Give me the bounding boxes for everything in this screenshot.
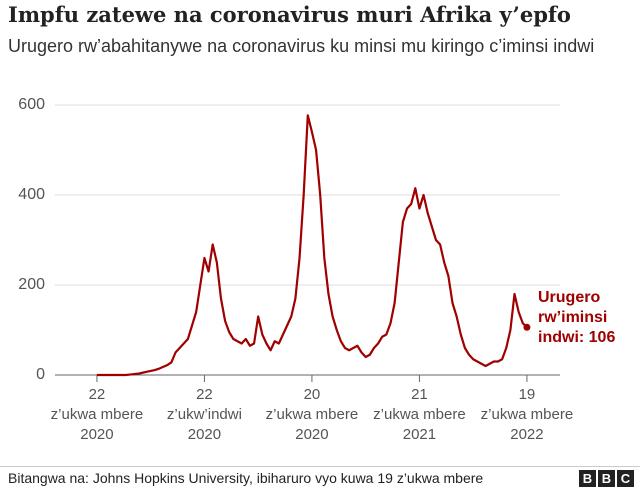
logo-letter: B [579, 470, 596, 487]
chart: 0 200 400 600 [18, 96, 560, 383]
logo: B B C [579, 470, 634, 487]
y-tick-label: 600 [18, 96, 45, 113]
line [96, 114, 528, 377]
x-tick-label: 22 z’ukwa mbere 2020 [50, 386, 144, 443]
y-tick-label: 0 [36, 366, 45, 383]
end-dot [523, 323, 531, 331]
footer: Bitangwa na: Johns Hopkins University, i… [0, 466, 640, 491]
x-tick-label: 22 z’ukw’indwi 2020 [166, 386, 242, 443]
source: Bitangwa na: Johns Hopkins University, i… [8, 470, 484, 486]
chart-subtitle: Urugero rw’abahitanywe na coronavirus ku… [8, 36, 595, 56]
x-tick-label: 19 z’ukwa mbere 2022 [480, 386, 574, 443]
annotation: Urugero rw’iminsi indwi: 106 [538, 289, 616, 346]
logo-letter: B [598, 470, 615, 487]
chart-title: Impfu zatewe na coronavirus muri Afrika … [8, 2, 571, 27]
y-tick-label: 200 [18, 276, 45, 293]
x-tick-label: 20 z’ukwa mbere 2020 [265, 386, 359, 443]
y-tick-label: 400 [18, 186, 45, 203]
logo-letter: C [617, 470, 634, 487]
x-tick-label: 21 z’ukwa mbere 2021 [373, 386, 466, 443]
